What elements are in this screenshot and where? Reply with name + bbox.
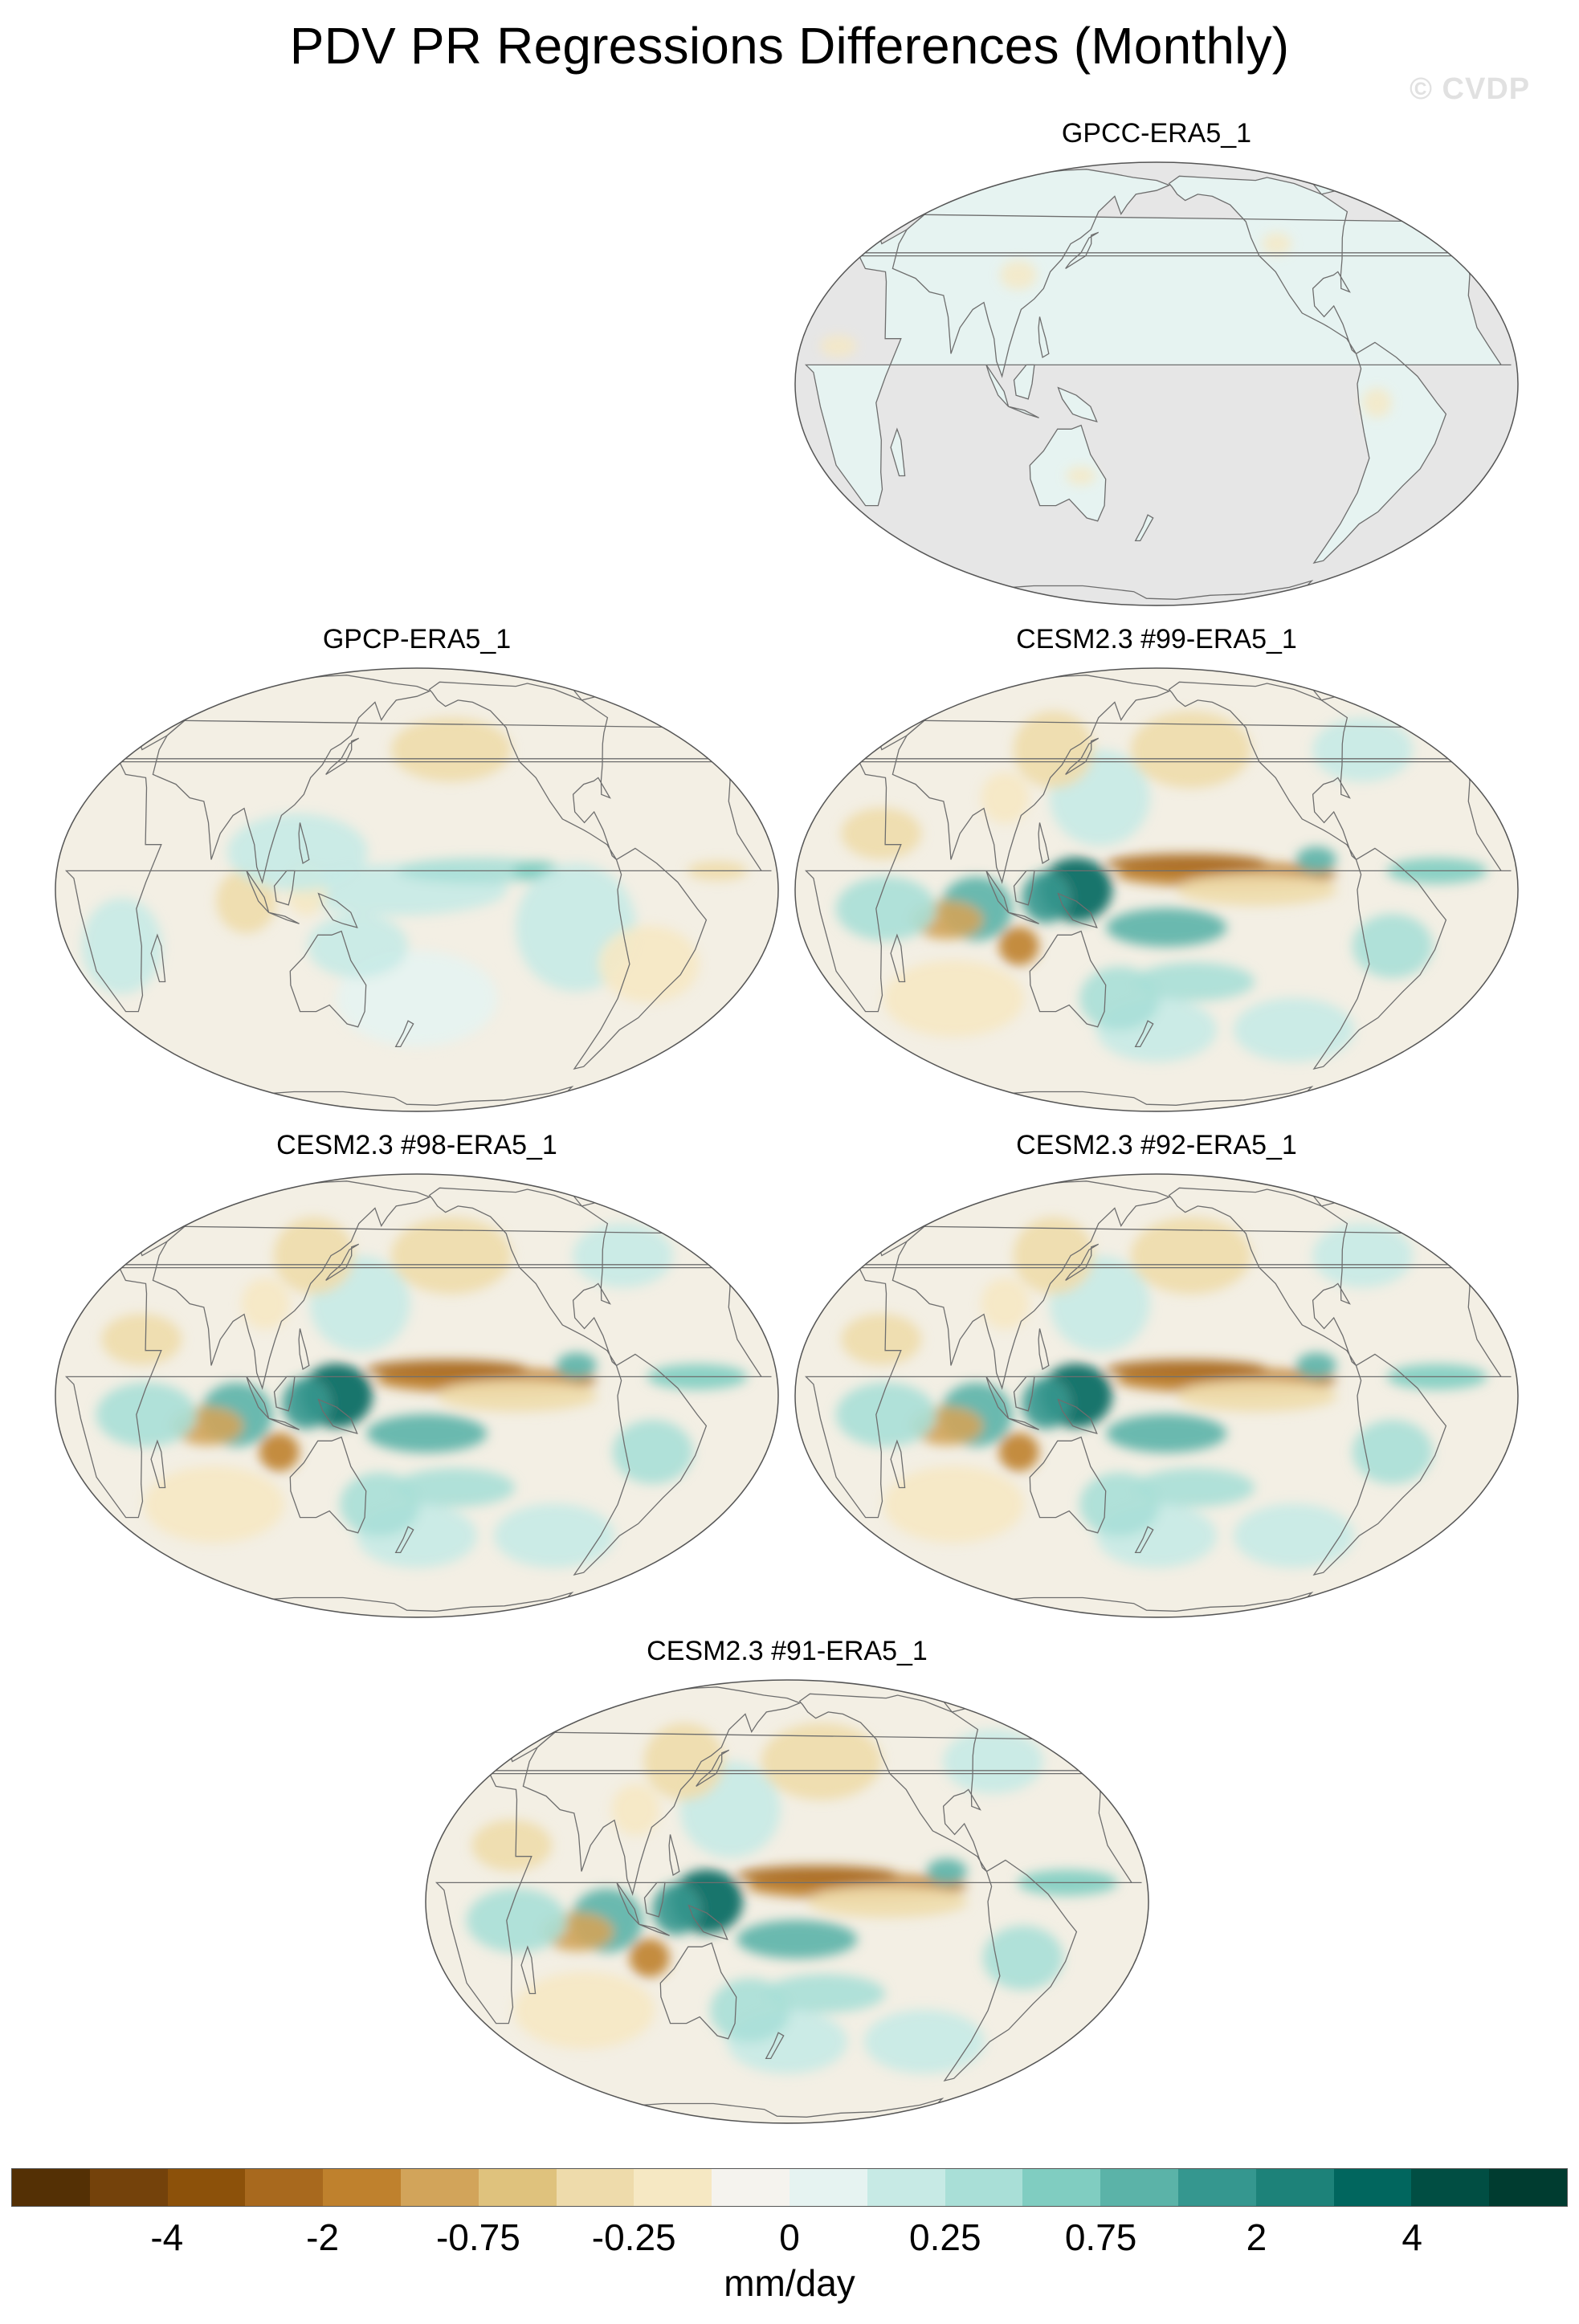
panel-title: GPCC-ERA5_1 bbox=[1061, 118, 1252, 149]
colorbar-box bbox=[245, 2169, 324, 2206]
colorbar-box bbox=[634, 2169, 712, 2206]
colorbar-box bbox=[1100, 2169, 1178, 2206]
land-philippines bbox=[1038, 316, 1049, 357]
colorbar-tick-label: 4 bbox=[1402, 2216, 1422, 2258]
panel-title: CESM2.3 #91-ERA5_1 bbox=[647, 1636, 928, 1666]
colorbar-box bbox=[556, 2169, 634, 2206]
colorbar-tick-label: -0.75 bbox=[435, 2216, 520, 2258]
colorbar-box bbox=[1333, 2169, 1412, 2206]
colorbar-box bbox=[1411, 2169, 1490, 2206]
map-panel-cesm-91: CESM2.3 #91-ERA5_1 bbox=[422, 1629, 1153, 2151]
land-southAmerica bbox=[1314, 342, 1446, 563]
figure-title: PDV PR Regressions Differences (Monthly) bbox=[289, 17, 1290, 75]
colorbar-box bbox=[1177, 2169, 1256, 2206]
panel-title: CESM2.3 #92-ERA5_1 bbox=[1016, 1130, 1297, 1160]
colorbar-box bbox=[789, 2169, 867, 2206]
colorbar-box bbox=[12, 2169, 90, 2206]
map-svg bbox=[55, 667, 779, 1112]
colorbar-box bbox=[478, 2169, 557, 2206]
colorbar-tick-label: -4 bbox=[150, 2216, 184, 2258]
land-uk bbox=[1406, 198, 1431, 217]
map-panel-cesm-98: CESM2.3 #98-ERA5_1 bbox=[51, 1123, 782, 1645]
land-newzealand bbox=[1135, 515, 1153, 541]
colorbar-box bbox=[323, 2169, 401, 2206]
map-svg bbox=[794, 1173, 1519, 1618]
map-svg bbox=[425, 1679, 1149, 2124]
land-newguinea bbox=[1058, 387, 1097, 422]
panel-title: CESM2.3 #99-ERA5_1 bbox=[1016, 624, 1297, 654]
colorbar-tick-label: -0.25 bbox=[591, 2216, 676, 2258]
map-svg bbox=[794, 161, 1519, 606]
map-panel-gpcp: GPCP-ERA5_1 bbox=[51, 617, 782, 1139]
colorbar-box bbox=[712, 2169, 790, 2206]
map-panel-cesm-92: CESM2.3 #92-ERA5_1 bbox=[791, 1123, 1522, 1645]
colorbar-box bbox=[1489, 2169, 1567, 2206]
colorbar-tick-label: 0.25 bbox=[909, 2216, 981, 2258]
map-panel-gpcc: GPCC-ERA5_1 bbox=[791, 111, 1522, 633]
colorbar-tick-label: 0.75 bbox=[1064, 2216, 1137, 2258]
colorbar-box bbox=[89, 2169, 168, 2206]
land-africa bbox=[806, 252, 1512, 506]
panel-title: CESM2.3 #98-ERA5_1 bbox=[276, 1130, 557, 1160]
map-svg bbox=[55, 1173, 779, 1618]
colorbar-box bbox=[867, 2169, 945, 2206]
colorbar-tick-label: 0 bbox=[779, 2216, 800, 2258]
land-indonesia1 bbox=[986, 365, 1009, 407]
land-madagascar bbox=[891, 429, 905, 476]
land-europe bbox=[838, 177, 1467, 256]
panel-title: GPCP-ERA5_1 bbox=[322, 624, 512, 654]
colorbar-box bbox=[945, 2169, 1023, 2206]
map-panel-cesm-99: CESM2.3 #99-ERA5_1 bbox=[791, 617, 1522, 1139]
colorbar-units: mm/day bbox=[724, 2262, 855, 2304]
cvdp-watermark: © CVDP bbox=[1410, 72, 1531, 106]
colorbar-tick-label: 2 bbox=[1246, 2216, 1267, 2258]
colorbar-box bbox=[1022, 2169, 1101, 2206]
colorbar-tick-label: -2 bbox=[306, 2216, 340, 2258]
colorbar-box bbox=[400, 2169, 479, 2206]
colorbar-box bbox=[1255, 2169, 1334, 2206]
colorbar-box bbox=[167, 2169, 246, 2206]
land-borneo bbox=[1014, 365, 1034, 399]
colorbar bbox=[11, 2168, 1568, 2207]
map-svg bbox=[794, 667, 1519, 1112]
